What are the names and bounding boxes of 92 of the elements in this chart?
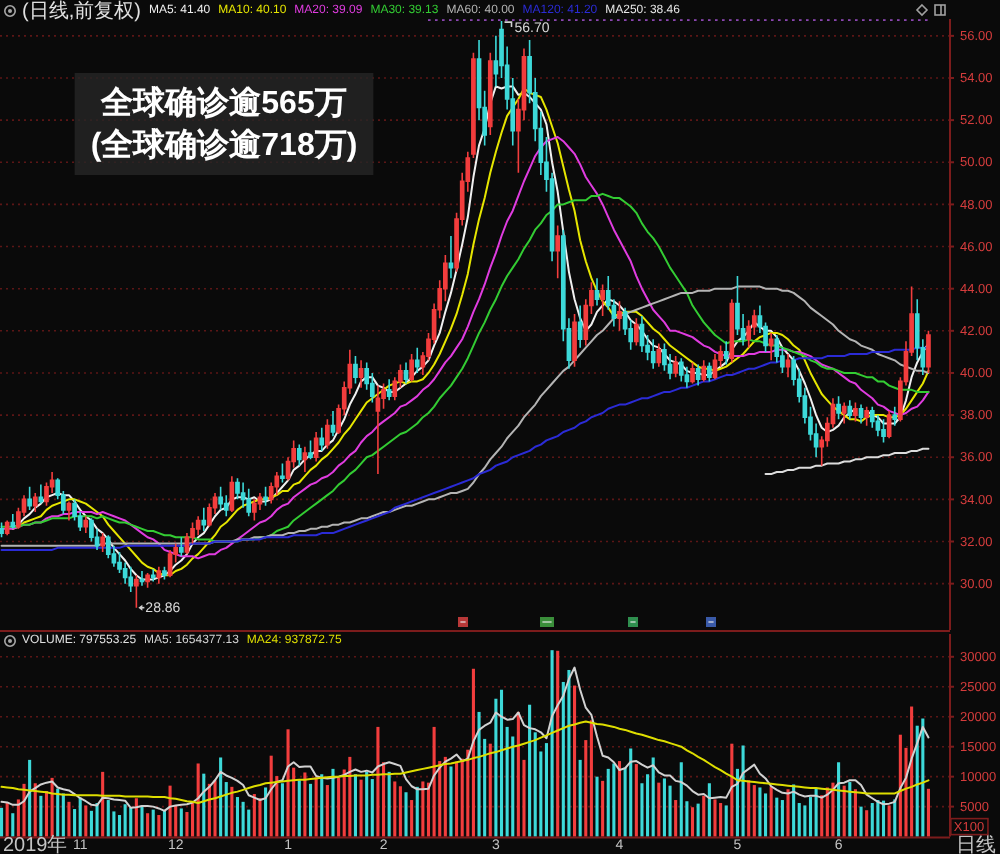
line-series xyxy=(0,192,930,543)
candlestick xyxy=(223,494,229,518)
candlestick xyxy=(858,403,864,425)
candlestick xyxy=(577,304,583,349)
candlestick xyxy=(926,330,931,374)
candlestick xyxy=(864,405,870,427)
candlestick xyxy=(240,481,246,509)
candlestick xyxy=(167,549,173,579)
candlestick xyxy=(162,565,167,581)
candlestick xyxy=(572,313,577,368)
candlestick xyxy=(785,353,791,378)
candlestick xyxy=(10,513,16,530)
candlestick xyxy=(195,515,201,536)
candlestick xyxy=(892,405,898,427)
candlestick xyxy=(448,235,454,279)
candlestick xyxy=(875,414,881,437)
candlestick xyxy=(409,353,414,383)
candlestick xyxy=(684,365,690,389)
candlestick xyxy=(134,574,139,609)
candlestick xyxy=(375,384,381,475)
candlestick xyxy=(723,340,729,366)
candlestick xyxy=(83,515,89,534)
candlestick xyxy=(145,572,150,589)
candlestick xyxy=(639,315,645,353)
candlestick xyxy=(617,300,622,332)
candlestick xyxy=(246,488,252,518)
candlestick xyxy=(139,570,145,587)
candlestick xyxy=(201,507,207,532)
candlestick xyxy=(308,439,313,461)
candlestick xyxy=(555,224,561,279)
candlestick xyxy=(600,283,605,317)
candlestick xyxy=(280,462,285,484)
candlestick xyxy=(274,471,280,496)
candlestick xyxy=(66,500,72,522)
candlestick xyxy=(4,519,10,536)
candlestick xyxy=(0,521,4,539)
candlestick xyxy=(128,565,134,593)
candlestick xyxy=(656,342,662,368)
candlestick xyxy=(594,277,600,307)
candlestick xyxy=(330,410,336,437)
chart-subtitle: (日线,前复权) xyxy=(22,0,141,22)
candlestick xyxy=(27,485,32,511)
x-tick-label: 2019年 xyxy=(3,831,68,854)
candlestick xyxy=(100,532,106,553)
candlestick xyxy=(353,355,358,385)
candlestick xyxy=(32,492,38,513)
candlestick xyxy=(150,568,156,583)
candlestick xyxy=(853,401,858,423)
candlestick xyxy=(768,332,774,362)
candlestick xyxy=(386,378,392,402)
candlestick xyxy=(319,426,325,452)
candlestick xyxy=(881,418,886,444)
candlestick xyxy=(847,399,853,421)
candlestick xyxy=(403,361,409,385)
candlestick xyxy=(690,361,695,385)
candlestick xyxy=(662,342,667,372)
candlestick xyxy=(178,536,184,558)
candlestick xyxy=(235,477,240,501)
candlestick xyxy=(156,565,162,585)
candlestick xyxy=(263,485,268,507)
candlestick xyxy=(886,410,892,440)
candlestick xyxy=(218,485,223,511)
candlestick xyxy=(296,443,302,467)
line-series xyxy=(0,285,930,547)
candlestick xyxy=(325,418,330,450)
candlestick xyxy=(89,517,94,543)
candlestick xyxy=(229,475,235,513)
candlestick xyxy=(650,338,656,370)
candlestick xyxy=(487,51,493,136)
candlestick xyxy=(302,445,308,473)
candlestick xyxy=(869,405,875,429)
candlestick xyxy=(729,298,735,364)
line-series xyxy=(764,447,930,476)
candlestick xyxy=(707,361,712,383)
candlestick xyxy=(678,357,684,383)
candlestick xyxy=(313,431,319,463)
candlestick xyxy=(414,346,420,374)
candlestick xyxy=(105,534,111,560)
candlestick xyxy=(251,498,257,522)
text: 全球确诊逾565万(全球确诊逾718万) xyxy=(90,85,358,163)
candlestick xyxy=(38,483,44,505)
candlestick xyxy=(358,359,364,389)
line-series xyxy=(0,666,930,812)
line-series xyxy=(0,720,930,805)
candlestick xyxy=(712,353,718,381)
candlestick xyxy=(695,363,701,387)
candlestick xyxy=(673,355,679,378)
candlestick xyxy=(633,317,639,347)
x-axis-title: 日线 xyxy=(956,831,996,854)
candlestick xyxy=(841,401,847,425)
candlestick xyxy=(701,359,707,383)
candlestick xyxy=(836,395,841,421)
